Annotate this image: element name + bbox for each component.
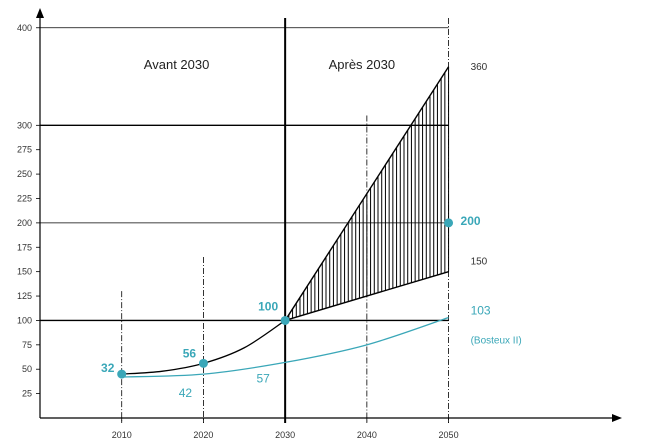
data-point — [280, 315, 290, 325]
x-tick-label: 2030 — [275, 430, 295, 440]
data-point — [117, 369, 127, 379]
grid — [40, 27, 449, 322]
axes: 25 50 75 100 125 150 175 200 225 250 275 300 400 2010… — [17, 8, 622, 440]
right-label: 360 — [471, 62, 488, 73]
x-tick-label: 2050 — [439, 430, 459, 440]
series-layer — [117, 218, 454, 379]
curve-annotation: 42 — [179, 386, 193, 400]
point-label: 56 — [183, 346, 197, 360]
point-label: 100 — [258, 299, 278, 313]
y-tick-label: 25 — [22, 389, 32, 399]
data-point — [444, 218, 454, 228]
y-tick-label: 275 — [17, 145, 32, 155]
x-axis-arrow — [612, 414, 622, 422]
y-tick-label: 400 — [17, 23, 32, 33]
series-line-1 — [121, 316, 449, 378]
x-tick-label: 2020 — [193, 430, 213, 440]
y-tick-label: 100 — [17, 315, 32, 325]
y-tick-label: 200 — [17, 218, 32, 228]
projection-band — [284, 66, 450, 322]
data-point — [198, 358, 208, 368]
y-tick-label: 250 — [17, 169, 32, 179]
point-label: 32 — [101, 361, 115, 375]
region-label: Après 2030 — [329, 57, 396, 72]
y-tick-label: 175 — [17, 242, 32, 252]
right-label: 103 — [471, 304, 491, 318]
y-tick-label: 50 — [22, 364, 32, 374]
y-tick-label: 300 — [17, 120, 32, 130]
point-label: 200 — [461, 214, 481, 228]
x-tick-label: 2040 — [357, 430, 377, 440]
labels-layer: Avant 2030 Après 2030 32 56 100 200 42 57 360 150… — [101, 57, 522, 400]
x-tick-label: 2010 — [112, 430, 132, 440]
right-label: (Bosteux II) — [471, 336, 522, 347]
region-label: Avant 2030 — [144, 57, 210, 72]
y-tick-label: 125 — [17, 291, 32, 301]
y-tick-label: 150 — [17, 267, 32, 277]
curve-annotation: 57 — [256, 371, 270, 385]
y-tick-label: 75 — [22, 340, 32, 350]
y-axis-arrow — [36, 8, 44, 18]
y-tick-label: 225 — [17, 193, 32, 203]
right-label: 150 — [471, 257, 488, 268]
